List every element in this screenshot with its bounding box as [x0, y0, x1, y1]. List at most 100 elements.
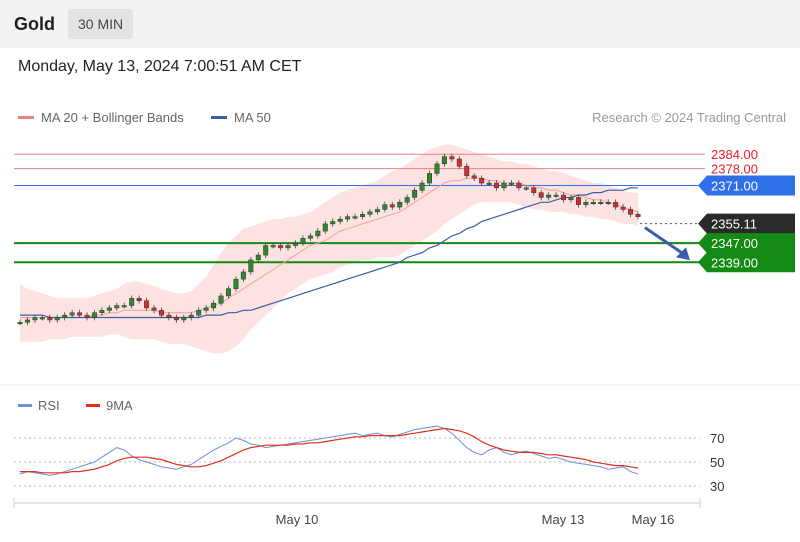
- candle-body: [412, 189, 418, 198]
- candle-body: [240, 271, 246, 280]
- candle-body: [516, 182, 522, 189]
- candle-body: [508, 182, 514, 185]
- candle-body: [613, 202, 619, 208]
- forecast-arrow-shaft: [644, 226, 685, 256]
- candle-body: [568, 197, 574, 201]
- rsi-line: [19, 425, 639, 476]
- candle-body: [322, 223, 328, 232]
- candle-body: [456, 158, 462, 167]
- candle-body: [441, 156, 447, 165]
- candle-body: [330, 221, 336, 225]
- candle-body: [121, 305, 127, 308]
- candle-body: [77, 312, 83, 316]
- candle-body: [553, 194, 559, 197]
- time-axis-layer: May 10 May 13 May 16: [13, 498, 701, 527]
- candle-body: [181, 317, 187, 321]
- candle-body: [158, 310, 164, 316]
- candle-body: [620, 206, 626, 210]
- candle-body: [151, 307, 157, 311]
- candle-body: [129, 298, 135, 306]
- candle-body: [84, 314, 90, 318]
- candle-body: [367, 211, 373, 215]
- level-label-2378.00: 2378.00: [711, 162, 758, 177]
- level-label-2347.00: 2347.00: [711, 236, 758, 251]
- candle-body: [486, 182, 492, 185]
- candle-body: [218, 295, 224, 304]
- level-tag-2371.00: [698, 175, 795, 196]
- candle-body: [605, 202, 611, 205]
- candle-body: [389, 204, 395, 208]
- candle-body: [501, 182, 507, 189]
- candle-body: [404, 197, 410, 203]
- candle-body: [397, 202, 403, 208]
- candle-body: [345, 216, 351, 220]
- x-tick-label-May-10: May 10: [276, 512, 319, 527]
- candle-body: [523, 187, 529, 190]
- level-label-2371.00: 2371.00: [711, 178, 758, 193]
- legend-ma50-swatch: [211, 116, 227, 119]
- candle-body: [225, 288, 231, 297]
- candle-body: [166, 314, 172, 318]
- candle-body: [575, 197, 581, 205]
- research-credit: Research © 2024 Trading Central: [592, 110, 786, 125]
- level-tag-2339.00: [698, 252, 795, 273]
- candle-body: [590, 202, 596, 205]
- timeframe-button[interactable]: 30 MIN: [68, 9, 134, 39]
- candle-body: [62, 314, 68, 318]
- rsi-legend-swatch-0: [18, 404, 32, 407]
- forecast-arrow-layer: [644, 226, 690, 261]
- candle-body: [69, 312, 75, 316]
- level-tag-2355.11: [698, 213, 795, 234]
- candle-body: [561, 194, 567, 201]
- candle-body: [24, 319, 30, 323]
- candle-body: [32, 317, 38, 321]
- candle-body: [270, 245, 276, 248]
- candle-body: [39, 317, 45, 320]
- legend-ma20-swatch: [18, 116, 34, 119]
- candle-body: [248, 259, 254, 273]
- legend-ma20-bollinger: MA 20 + Bollinger Bands: [18, 110, 184, 125]
- candle-body: [114, 305, 120, 309]
- candle-body: [337, 218, 343, 222]
- candle-body: [136, 298, 142, 301]
- candle-body: [374, 209, 380, 213]
- timestamp: Monday, May 13, 2024 7:00:51 AM CET: [18, 58, 302, 75]
- bollinger-band-fill: [20, 144, 638, 354]
- level-tag-2347.00: [698, 233, 795, 254]
- bollinger-band-layer: [20, 144, 638, 354]
- top-bar: [0, 0, 800, 48]
- candle-body: [471, 175, 477, 179]
- candle-body: [300, 238, 306, 244]
- candles-layer: [17, 153, 641, 326]
- forecast-arrow-head: [676, 247, 690, 261]
- candle-body: [546, 194, 552, 198]
- candle-body: [635, 214, 641, 217]
- instrument-title: Gold: [14, 14, 55, 34]
- candle-body: [449, 156, 455, 160]
- candle-body: [293, 242, 298, 246]
- candle-body: [434, 163, 440, 174]
- rsi-level-label-30: 30: [710, 479, 724, 494]
- candle-body: [173, 317, 179, 321]
- candle-body: [427, 173, 433, 184]
- candle-body: [255, 254, 261, 261]
- candle-body: [360, 214, 365, 217]
- candle-body: [91, 312, 97, 318]
- candle-body: [17, 322, 23, 325]
- rsi-panel-layer: RSI 9MA 70 50 30: [0, 384, 800, 494]
- legend-ma50-label: MA 50: [234, 110, 271, 125]
- candle-body: [233, 278, 239, 289]
- rsi-level-label-50: 50: [710, 455, 724, 470]
- candle-body: [211, 302, 217, 309]
- candle-body: [538, 192, 544, 198]
- candle-body: [382, 204, 388, 210]
- candle-body: [531, 187, 537, 193]
- rsi-legend-swatch-1: [86, 404, 100, 407]
- candle-body: [47, 317, 53, 321]
- legend-ma20-label: MA 20 + Bollinger Bands: [41, 110, 184, 125]
- rsi-ma-line: [20, 427, 639, 474]
- candle-body: [598, 202, 604, 205]
- candle-body: [419, 182, 425, 191]
